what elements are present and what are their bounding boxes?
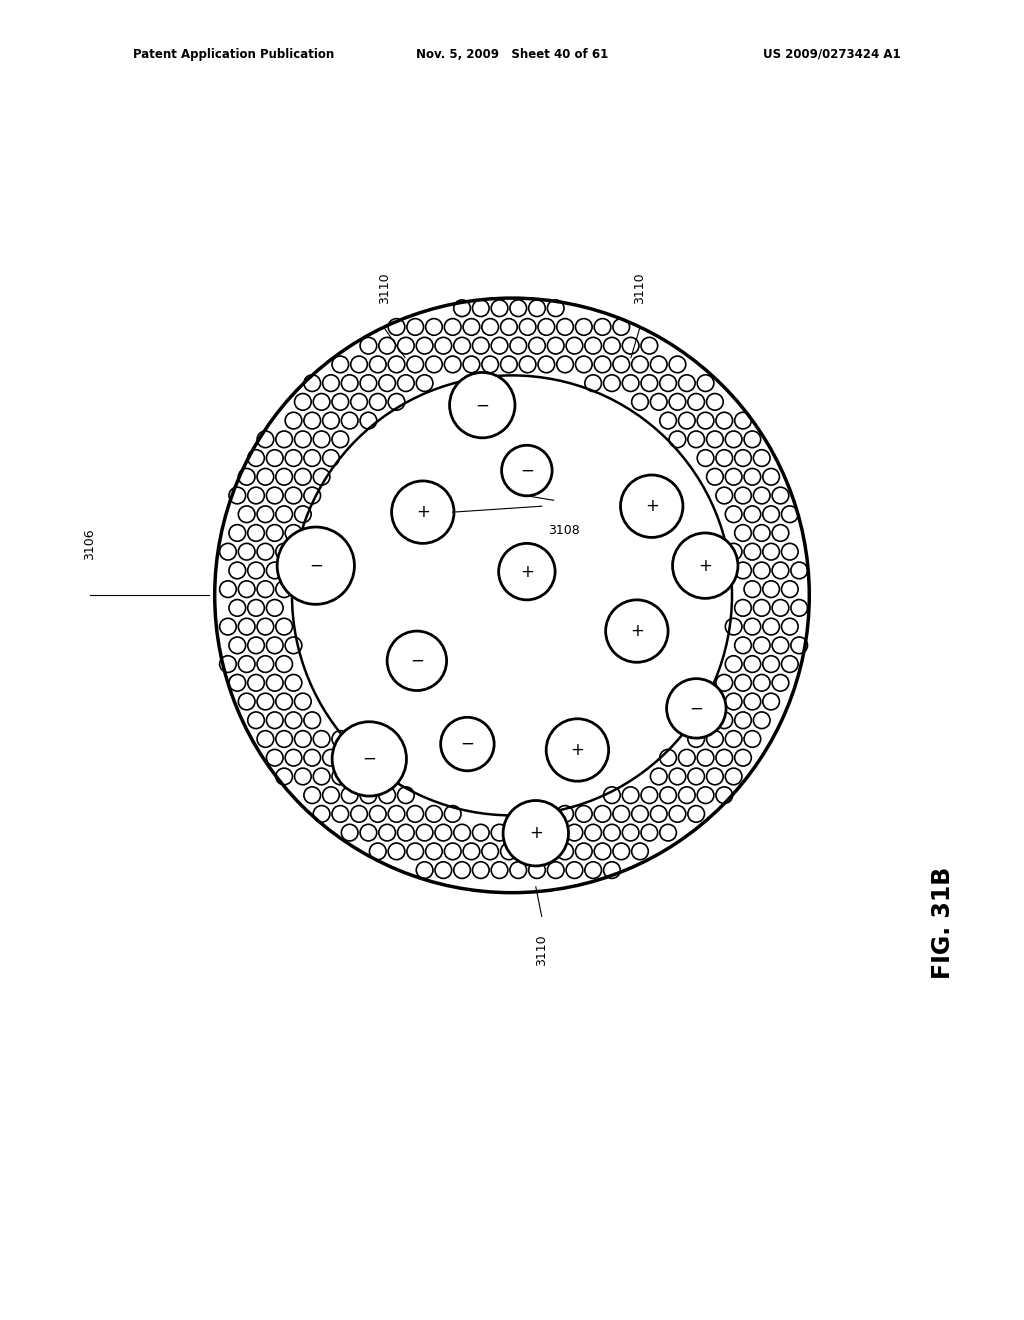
Circle shape (332, 722, 407, 796)
Circle shape (440, 717, 495, 771)
Text: −: − (309, 557, 323, 574)
Circle shape (450, 372, 515, 438)
Circle shape (673, 533, 738, 598)
Text: FIG. 31B: FIG. 31B (931, 866, 955, 978)
Text: 3110: 3110 (633, 272, 646, 304)
Text: 3108: 3108 (548, 524, 580, 537)
Circle shape (621, 475, 683, 537)
Circle shape (278, 527, 354, 605)
Text: +: + (570, 741, 585, 759)
Circle shape (503, 800, 568, 866)
Text: +: + (698, 557, 712, 574)
Circle shape (605, 599, 668, 663)
Text: −: − (520, 462, 534, 479)
Text: −: − (410, 652, 424, 669)
Text: US 2009/0273424 A1: US 2009/0273424 A1 (764, 48, 901, 61)
Text: Nov. 5, 2009   Sheet 40 of 61: Nov. 5, 2009 Sheet 40 of 61 (416, 48, 608, 61)
Text: −: − (689, 700, 703, 717)
Text: 3106: 3106 (83, 528, 96, 560)
Text: −: − (461, 735, 474, 752)
Text: +: + (520, 562, 534, 581)
Text: +: + (645, 498, 658, 515)
Circle shape (499, 544, 555, 599)
Text: +: + (630, 622, 644, 640)
Text: −: − (475, 396, 489, 414)
Circle shape (502, 445, 552, 496)
Circle shape (667, 678, 726, 738)
Text: 3110: 3110 (536, 935, 548, 966)
Text: 3110: 3110 (378, 272, 391, 304)
Text: Patent Application Publication: Patent Application Publication (133, 48, 335, 61)
Text: +: + (416, 503, 430, 521)
Circle shape (391, 480, 454, 544)
Text: +: + (528, 824, 543, 842)
Circle shape (546, 719, 608, 781)
Circle shape (387, 631, 446, 690)
Text: −: − (362, 750, 376, 768)
